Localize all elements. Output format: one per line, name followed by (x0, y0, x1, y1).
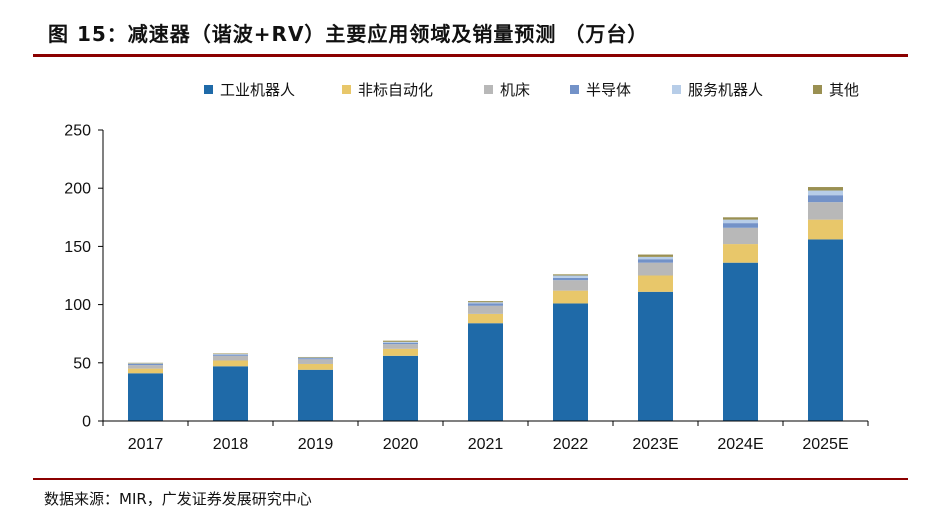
legend-label: 机床 (500, 81, 530, 99)
bar-segment (298, 369, 333, 421)
y-axis: 0 50 100 150 200 250 (64, 123, 104, 431)
title-rule (33, 54, 908, 57)
x-tick-label: 2017 (128, 436, 164, 453)
bar-segment (723, 219, 758, 224)
bar-segment (638, 291, 673, 421)
bar-segment (298, 357, 333, 359)
bar-segment (468, 303, 503, 306)
bar-segment (213, 354, 248, 356)
stacked-bar-chart: 工业机器人 非标自动化 机床 半导体 服务机器人 其他 0 50 100 150 200 250 2… (64, 81, 869, 453)
bar-segment (553, 290, 588, 304)
page-title: 图 15：减速器（谐波+RV）主要应用领域及销量预测 （万台） (48, 22, 649, 46)
x-tick-label: 2025E (802, 436, 848, 453)
bar-segment (383, 348, 418, 356)
x-tick-label: 2024E (717, 436, 763, 453)
bar-segment (723, 217, 758, 220)
bar-segment (808, 219, 843, 240)
title-bar: 图 15：减速器（谐波+RV）主要应用领域及销量预测 （万台） (0, 0, 946, 58)
legend-swatch (672, 85, 681, 94)
bar-segment (128, 363, 163, 366)
legend-label: 服务机器人 (688, 81, 763, 99)
legend-label: 半导体 (586, 81, 631, 99)
bar-segment (808, 239, 843, 421)
x-tick-label: 2018 (213, 436, 249, 453)
bar-segment (723, 227, 758, 245)
legend-label: 非标自动化 (358, 81, 433, 99)
bar-segment (553, 275, 588, 278)
bar-segment (468, 302, 503, 304)
bar-segment (383, 341, 418, 344)
bar-segment (553, 277, 588, 281)
bar-segment (723, 223, 758, 228)
bar-segment (213, 353, 248, 355)
bar-segment (638, 262, 673, 276)
x-tick-label: 2020 (383, 436, 419, 453)
bar-segment (808, 195, 843, 203)
x-axis: 2017 2018 2019 2020 2021 2022 2023E 2024E 2025E (102, 420, 869, 453)
bar-segment (808, 202, 843, 220)
legend-swatch (813, 85, 822, 94)
legend-swatch (570, 85, 579, 94)
y-tick-label: 150 (64, 239, 91, 256)
legend-label: 工业机器人 (220, 81, 295, 99)
legend-swatch (484, 85, 493, 94)
bar-segment (808, 190, 843, 196)
bar-segment (213, 366, 248, 421)
bar-segment (383, 355, 418, 421)
bar-segment (298, 358, 333, 360)
bar-segment (213, 354, 248, 355)
x-tick-label: 2023E (632, 436, 678, 453)
legend-label: 其他 (829, 81, 859, 99)
bar-segment (638, 275, 673, 292)
bar-segment (553, 274, 588, 276)
legend: 工业机器人 非标自动化 机床 半导体 服务机器人 其他 (204, 81, 859, 99)
y-tick-label: 100 (64, 297, 91, 314)
bar-segment (468, 323, 503, 421)
x-tick-label: 2021 (468, 436, 504, 453)
legend-swatch (204, 85, 213, 94)
x-tick-label: 2022 (553, 436, 589, 453)
bar-segment (128, 363, 163, 364)
chart-area: 工业机器人 非标自动化 机床 半导体 服务机器人 其他 0 50 100 150 200 250 2… (0, 62, 946, 472)
bar-segment (383, 343, 418, 345)
bar-segment (468, 305, 503, 314)
bar-segment (638, 256, 673, 260)
y-tick-label: 50 (73, 355, 91, 372)
y-tick-label: 250 (64, 123, 91, 140)
bar-segment (468, 301, 503, 303)
bar-segment (553, 303, 588, 421)
y-tick-label: 200 (64, 181, 91, 198)
bar-segment (213, 360, 248, 367)
x-tick-label: 2019 (298, 436, 334, 453)
bar-segment (298, 363, 333, 370)
bar-segment (468, 313, 503, 324)
legend-swatch (342, 85, 351, 94)
bar-segment (298, 356, 333, 358)
bar-segment (128, 362, 163, 364)
bar-segment (723, 262, 758, 421)
bar-segment (383, 344, 418, 349)
bar-segment (128, 373, 163, 421)
bar-segment (638, 259, 673, 263)
footer-rule (33, 478, 908, 480)
bar-segment (723, 244, 758, 263)
bar-segment (128, 368, 163, 374)
bars (128, 187, 843, 421)
source-note: 数据来源：MIR，广发证券发展研究中心 (44, 490, 312, 508)
bar-segment (638, 254, 673, 257)
bar-segment (383, 340, 418, 342)
bar-segment (213, 355, 248, 361)
bar-segment (128, 365, 163, 369)
bar-segment (553, 280, 588, 291)
bar-segment (298, 359, 333, 364)
bar-segment (808, 187, 843, 191)
y-tick-label: 0 (82, 414, 91, 431)
